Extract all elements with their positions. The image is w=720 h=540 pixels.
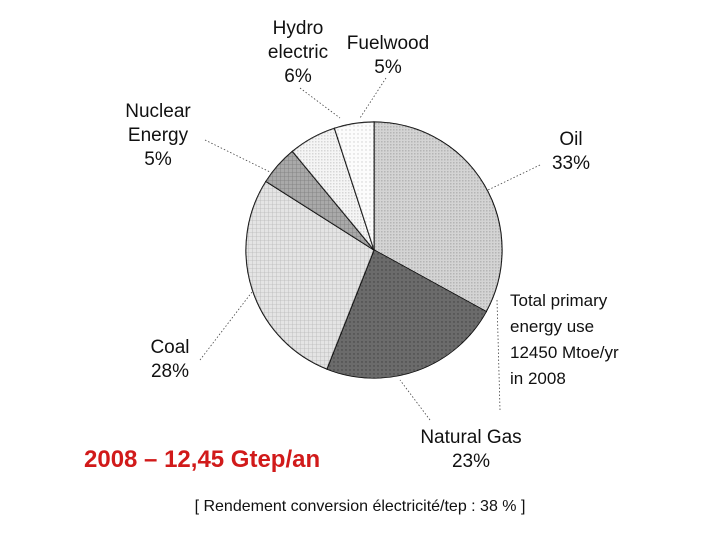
- pie-slice-texture: [374, 122, 503, 312]
- leader-line: [496, 299, 501, 411]
- footer-note: [ Rendement conversion électricité/tep :…: [194, 498, 526, 515]
- leader-line: [299, 87, 341, 119]
- leader-line: [199, 291, 253, 361]
- total-energy-annotation: Total primary energy use 12450 Mtoe/yr i…: [510, 291, 619, 388]
- leader-line: [359, 77, 387, 119]
- label-nuclear-energy: Nuclear Energy 5%: [125, 101, 191, 170]
- label-coal: Coal 28%: [150, 337, 190, 382]
- pie-slice-texture: [265, 151, 374, 250]
- label-oil: Oil 33%: [551, 129, 591, 174]
- pie-slice-texture: [246, 181, 374, 370]
- pie-slice-texture: [292, 128, 374, 250]
- label-hydro-electric: Hydro electric 6%: [267, 18, 329, 87]
- leader-line: [399, 379, 431, 421]
- leader-lines: [199, 77, 541, 421]
- headline-total: 2008 – 12,45 Gtep/an: [84, 446, 321, 473]
- leader-line: [204, 139, 271, 173]
- label-fuelwood: Fuelwood 5%: [346, 33, 430, 78]
- pie-slice-texture: [334, 122, 374, 250]
- leader-line: [487, 164, 541, 191]
- pie-slice-texture: [326, 250, 487, 378]
- pie-slices: [245, 121, 503, 379]
- label-natural-gas: Natural Gas 23%: [420, 427, 522, 472]
